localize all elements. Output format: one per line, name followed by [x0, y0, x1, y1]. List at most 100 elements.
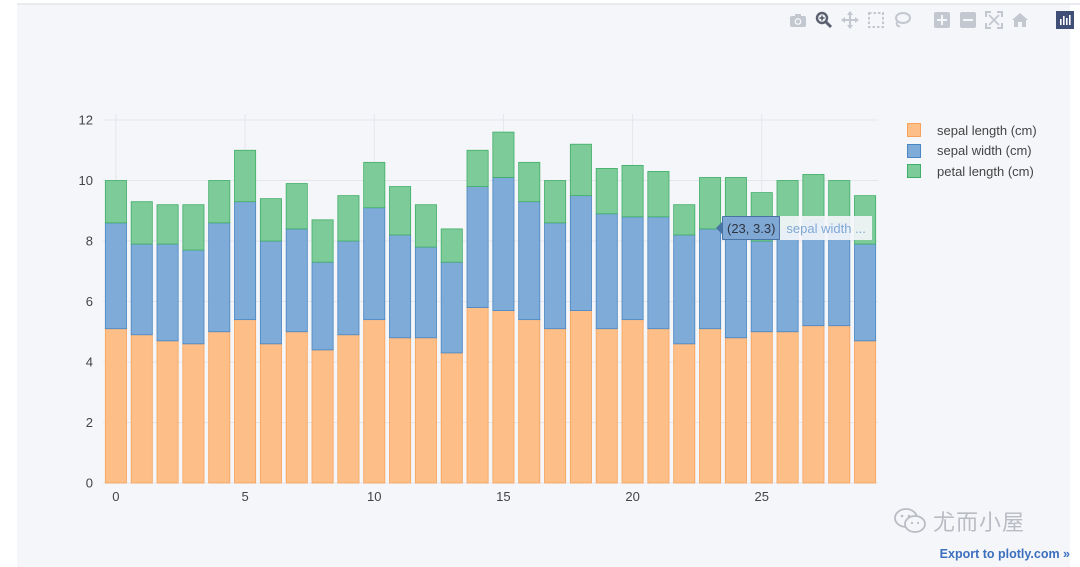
y-tick-label: 10	[79, 173, 93, 188]
bar-sepal-length	[595, 328, 618, 484]
box-select-icon[interactable]	[866, 10, 886, 30]
bar-sepal-length	[492, 310, 515, 484]
legend-swatch	[907, 143, 921, 158]
bar-sepal-length	[828, 325, 851, 484]
bar-petal-length	[673, 204, 696, 236]
bar-sepal-length	[647, 328, 670, 484]
legend-label: petal length (cm)	[937, 163, 1034, 179]
wechat-icon	[894, 508, 926, 533]
bar-sepal-width	[647, 216, 670, 330]
bar-petal-length	[802, 174, 825, 221]
legend-swatch	[907, 123, 921, 138]
bar-sepal-width	[673, 234, 696, 345]
bar-petal-length	[208, 180, 231, 224]
bar-sepal-length	[182, 343, 205, 484]
bar-sepal-width	[750, 240, 773, 333]
bar-sepal-length	[311, 349, 334, 484]
bar-petal-length	[466, 149, 489, 187]
bar-sepal-length	[776, 331, 799, 484]
autoscale-icon[interactable]	[984, 10, 1004, 30]
bar-sepal-width	[544, 222, 567, 330]
bar-sepal-width	[389, 234, 412, 339]
y-tick-label: 8	[86, 234, 93, 249]
modebar	[788, 10, 1074, 30]
y-tick-label: 0	[86, 476, 93, 491]
bar-petal-length	[440, 228, 463, 263]
legend: sepal length (cm) sepal width (cm) petal l…	[907, 120, 1037, 182]
bar-petal-length	[389, 186, 412, 236]
bar-petal-length	[311, 219, 334, 263]
zoom-in-icon[interactable]	[932, 10, 952, 30]
bar-sepal-width	[569, 195, 592, 311]
watermark: 尤而小屋	[893, 505, 1025, 537]
y-tick-label: 12	[79, 113, 93, 128]
y-tick-label: 2	[86, 415, 93, 430]
bar-petal-length	[285, 183, 308, 230]
bar-petal-length	[156, 204, 179, 245]
legend-item[interactable]: petal length (cm)	[907, 161, 1037, 182]
plotly-logo-icon[interactable]	[1056, 11, 1074, 29]
bar-sepal-width	[208, 222, 231, 333]
hover-tooltip: (23, 3.3) sepal width ...	[716, 216, 872, 240]
legend-item[interactable]: sepal length (cm)	[907, 120, 1037, 141]
bar-sepal-length	[544, 328, 567, 484]
bar-sepal-length	[440, 352, 463, 484]
bar-sepal-width	[259, 240, 282, 345]
legend-item[interactable]: sepal width (cm)	[907, 141, 1037, 162]
bar-sepal-width	[156, 243, 179, 342]
bar-sepal-width	[311, 261, 334, 351]
bar-petal-length	[699, 177, 722, 230]
bar-sepal-length	[156, 340, 179, 484]
bar-petal-length	[647, 171, 670, 218]
bar-sepal-length	[621, 319, 644, 484]
bar-petal-length	[363, 161, 386, 209]
bar-sepal-width	[518, 201, 541, 321]
bar-sepal-length	[724, 337, 747, 484]
bar-petal-length	[544, 180, 567, 224]
bar-sepal-length	[208, 331, 231, 484]
bar-sepal-length	[518, 319, 541, 484]
bar-sepal-width	[130, 243, 153, 336]
bar-sepal-width	[699, 228, 722, 330]
bar-sepal-width	[854, 243, 877, 342]
bar-petal-length	[130, 201, 153, 245]
bar-sepal-length	[389, 337, 412, 484]
bar-sepal-length	[802, 325, 825, 484]
bar-petal-length	[234, 149, 257, 203]
bar-sepal-width	[776, 228, 799, 333]
legend-label: sepal width (cm)	[937, 143, 1032, 159]
x-tick-label: 20	[625, 489, 639, 504]
bar-sepal-length	[259, 343, 282, 484]
x-tick-label: 5	[241, 489, 248, 504]
bar-petal-length	[414, 204, 437, 248]
x-tick-label: 10	[367, 489, 381, 504]
bar-petal-length	[492, 131, 515, 178]
pan-icon[interactable]	[840, 10, 860, 30]
bar-sepal-width	[285, 228, 308, 333]
bar-sepal-length	[363, 319, 386, 484]
bar-petal-length	[518, 161, 541, 203]
bar-sepal-length	[285, 331, 308, 484]
camera-icon[interactable]	[788, 10, 808, 30]
bar-sepal-width	[440, 261, 463, 354]
x-tick-label: 0	[112, 489, 119, 504]
bar-petal-length	[259, 198, 282, 242]
bar-petal-length	[337, 195, 360, 242]
bar-petal-length	[104, 180, 127, 224]
bar-sepal-width	[363, 207, 386, 321]
bar-sepal-length	[337, 334, 360, 484]
bar-petal-length	[569, 143, 592, 197]
lasso-icon[interactable]	[892, 10, 912, 30]
bar-sepal-length	[673, 343, 696, 484]
bar-sepal-length	[414, 337, 437, 484]
home-icon[interactable]	[1010, 10, 1030, 30]
tooltip-arrow	[716, 222, 722, 234]
zoom-out-icon[interactable]	[958, 10, 978, 30]
bar-petal-length	[621, 164, 644, 218]
bar-sepal-width	[234, 201, 257, 321]
export-link[interactable]: Export to plotly.com »	[939, 547, 1070, 561]
zoom-icon[interactable]	[814, 10, 834, 30]
legend-swatch	[907, 164, 921, 179]
bar-sepal-width	[492, 177, 515, 311]
top-border	[17, 3, 1080, 5]
